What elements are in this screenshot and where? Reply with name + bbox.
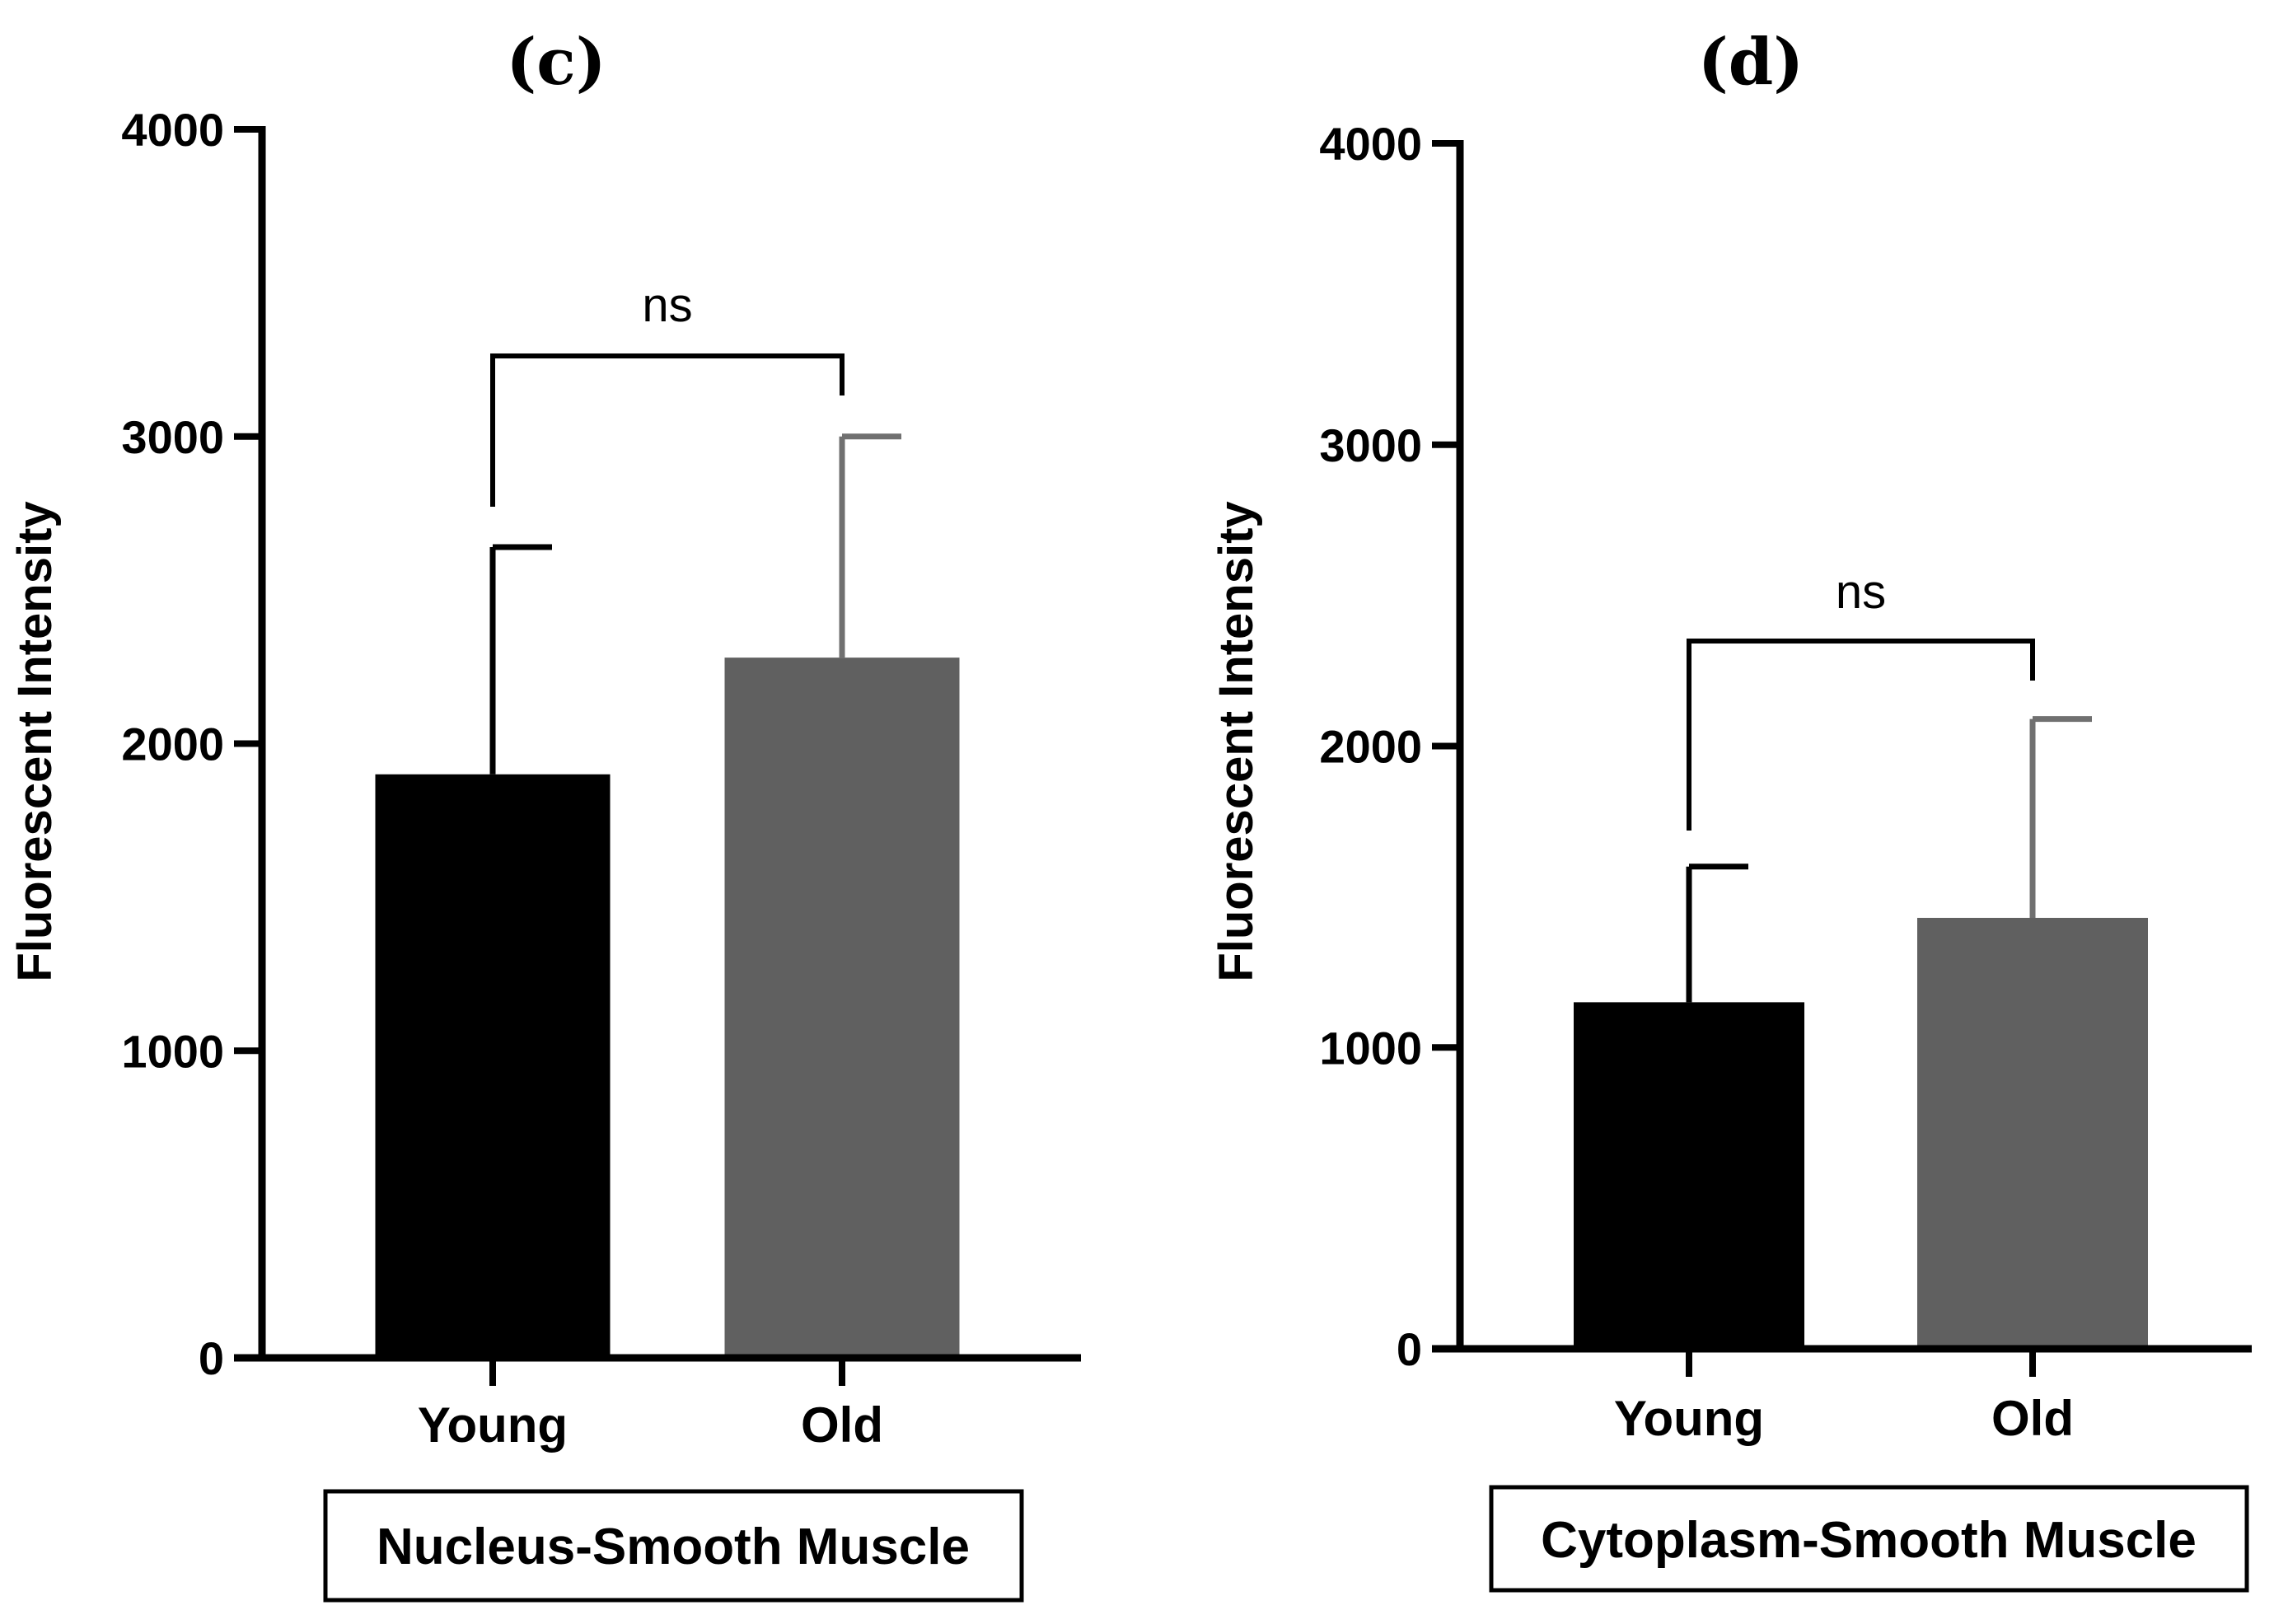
- y-tick-label: 4000: [1319, 118, 1422, 170]
- y-tick-label: 3000: [1319, 419, 1422, 471]
- x-tick-label-young: Young: [418, 1397, 568, 1453]
- y-tick-label: 0: [1397, 1323, 1422, 1375]
- y-axis-title: Fluorescent Intensity: [8, 501, 62, 981]
- y-tick-label: 2000: [121, 718, 224, 770]
- significance-label: ns: [1836, 565, 1886, 619]
- x-tick-label-old: Old: [1991, 1391, 2074, 1446]
- y-tick-label: 0: [199, 1332, 224, 1384]
- bar-old: [1917, 917, 2148, 1349]
- y-tick-label: 4000: [121, 104, 224, 156]
- panel-label: (d): [1698, 25, 1804, 100]
- panel-c: (c) 0 1000 2000 3000 4000 Young Old Fluorescent …: [8, 25, 1081, 1603]
- panel-label: (c): [506, 25, 606, 100]
- significance-label: ns: [642, 278, 692, 332]
- y-tick-label: 1000: [1319, 1022, 1422, 1074]
- x-tick-label-old: Old: [801, 1397, 883, 1453]
- bar-young: [1574, 1002, 1804, 1349]
- bar-old: [724, 658, 960, 1358]
- y-tick-label: 3000: [121, 411, 224, 463]
- caption-box: [323, 1489, 1024, 1603]
- caption-box: [1489, 1485, 2249, 1593]
- y-axis-title: Fluorescent Intensity: [1210, 501, 1263, 981]
- x-tick-label-young: Young: [1614, 1391, 1764, 1446]
- bar-young: [375, 774, 611, 1358]
- panel-d: (d) 0 1000 2000 3000 4000 Young Old Fluorescent …: [1210, 25, 2252, 1593]
- caption-text: Cytoplasm-Smooth Muscle: [1541, 1512, 2197, 1569]
- caption-text: Nucleus-Smooth Muscle: [377, 1519, 970, 1575]
- y-tick-label: 2000: [1319, 721, 1422, 773]
- y-tick-label: 1000: [121, 1025, 224, 1077]
